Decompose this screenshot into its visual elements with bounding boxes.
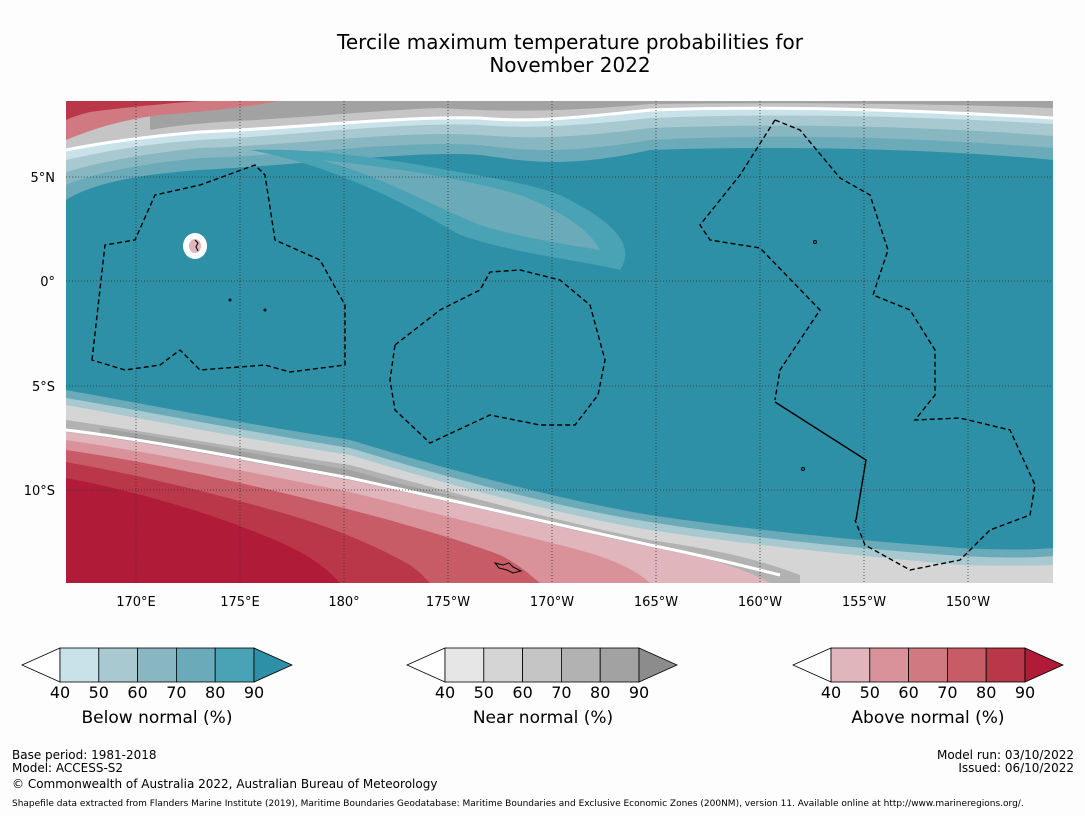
colorbar-segment bbox=[444, 647, 485, 683]
title-line-1: Tercile maximum temperature probabilitie… bbox=[337, 30, 803, 54]
colorbar-tick-label: 50 bbox=[474, 683, 494, 702]
colorbar-tick-label: 40 bbox=[821, 683, 841, 702]
lon-tick: 150°W bbox=[946, 595, 990, 610]
north-white-contour bbox=[66, 106, 1053, 152]
lon-axis: 170°E 175°E 180° 175°W 170°W 165°W 160°W… bbox=[116, 595, 990, 610]
colorbar-segment bbox=[985, 647, 1026, 683]
shapefile-credit: Shapefile data extracted from Flanders M… bbox=[12, 799, 1024, 809]
footer-left: Base period: 1981-2018 Model: ACCESS-S2 … bbox=[12, 749, 437, 791]
lon-tick: 180° bbox=[328, 595, 359, 610]
colorbar-tick-label: 60 bbox=[898, 683, 918, 702]
graticule bbox=[66, 101, 1053, 583]
lat-tick: 0° bbox=[40, 275, 55, 290]
colorbar-segment bbox=[830, 647, 871, 683]
near-normal-label: Near normal (%) bbox=[472, 708, 614, 728]
base-period: Base period: 1981-2018 bbox=[12, 748, 157, 762]
near-colorbar: 40 50 60 70 80 90 bbox=[406, 647, 678, 702]
central-light-teal bbox=[250, 149, 626, 270]
chart-title: Tercile maximum temperature probabilitie… bbox=[0, 31, 1085, 77]
colorbar-segment bbox=[137, 647, 177, 683]
lat-tick: 10°S bbox=[24, 484, 55, 499]
islands bbox=[194, 239, 817, 574]
above-normal-label: Above normal (%) bbox=[851, 708, 1005, 728]
lon-tick: 175°E bbox=[220, 595, 260, 610]
map-area bbox=[66, 101, 1053, 583]
colorbar-segment bbox=[599, 647, 640, 683]
colorbar-extend-high bbox=[1024, 647, 1064, 683]
colorbar-tick-label: 90 bbox=[244, 683, 264, 702]
colorbar-segment bbox=[214, 647, 255, 683]
colorbar-tick-label: 60 bbox=[127, 683, 147, 702]
colorbar-tick-label: 80 bbox=[205, 683, 225, 702]
lon-tick: 160°W bbox=[738, 595, 782, 610]
north-near-normal-dark bbox=[150, 101, 1053, 130]
title-line-2: November 2022 bbox=[489, 53, 651, 77]
colorbar-tick-label: 60 bbox=[512, 683, 532, 702]
copyright: © Commonwealth of Australia 2022, Austra… bbox=[12, 777, 438, 791]
eez-boundaries bbox=[91, 119, 1036, 571]
colorbar-tick-label: 70 bbox=[551, 683, 571, 702]
colorbar-extend-low bbox=[406, 647, 446, 683]
colorbar-segment bbox=[98, 647, 139, 683]
colorbar-extend-high bbox=[253, 647, 293, 683]
central-lighter-teal bbox=[320, 160, 600, 250]
south-white-contour bbox=[66, 428, 781, 577]
colorbar-segment bbox=[561, 647, 601, 683]
colorbar-segment bbox=[869, 647, 909, 683]
south-above-normal-5 bbox=[66, 478, 340, 583]
colorbar-tick-label: 40 bbox=[435, 683, 455, 702]
colorbar-segment bbox=[522, 647, 562, 683]
colorbar-segment bbox=[947, 647, 987, 683]
lon-tick: 165°W bbox=[634, 595, 678, 610]
colorbar-tick-label: 70 bbox=[937, 683, 957, 702]
northwest-above-normal bbox=[66, 101, 280, 140]
colorbar-tick-label: 90 bbox=[1015, 683, 1035, 702]
colorbar-segment bbox=[908, 647, 948, 683]
south-near-normal-dark bbox=[100, 428, 500, 505]
colorbar-tick-label: 70 bbox=[166, 683, 186, 702]
lat-tick: 5°N bbox=[31, 171, 56, 186]
above-colorbar: 40 50 60 70 80 90 bbox=[792, 647, 1064, 702]
colorbar-tick-label: 40 bbox=[50, 683, 70, 702]
lon-tick: 175°W bbox=[426, 595, 470, 610]
footer-right: Model run: 03/10/2022 Issued: 06/10/2022 bbox=[937, 749, 1074, 775]
colorbar-tick-label: 50 bbox=[89, 683, 109, 702]
lat-tick: 5°S bbox=[32, 380, 55, 395]
boundary-solid bbox=[774, 401, 867, 521]
lon-tick: 155°W bbox=[842, 595, 886, 610]
colorbar-segment bbox=[175, 647, 216, 683]
colorbar-tick-label: 80 bbox=[976, 683, 996, 702]
colorbar-extend-low bbox=[792, 647, 832, 683]
northwest-above-normal-strong bbox=[66, 101, 200, 120]
colorbar-segment bbox=[59, 647, 100, 683]
colorbar-tick-label: 50 bbox=[860, 683, 880, 702]
colorbar-tick-label: 80 bbox=[590, 683, 610, 702]
colorbar-extend-low bbox=[21, 647, 61, 683]
colorbar-tick-label: 90 bbox=[629, 683, 649, 702]
colorbar-extend-high bbox=[638, 647, 678, 683]
lon-tick: 170°E bbox=[116, 595, 156, 610]
lat-axis: 5°N 0° 5°S 10°S bbox=[24, 171, 55, 499]
issued-date: Issued: 06/10/2022 bbox=[958, 761, 1074, 775]
below-normal-label: Below normal (%) bbox=[81, 708, 233, 728]
model-run: Model run: 03/10/2022 bbox=[936, 748, 1074, 762]
colorbar-segment bbox=[483, 647, 523, 683]
lon-tick: 170°W bbox=[530, 595, 574, 610]
below-colorbar: 40 50 60 70 80 90 bbox=[21, 647, 293, 702]
model-name: Model: ACCESS-S2 bbox=[12, 761, 124, 775]
